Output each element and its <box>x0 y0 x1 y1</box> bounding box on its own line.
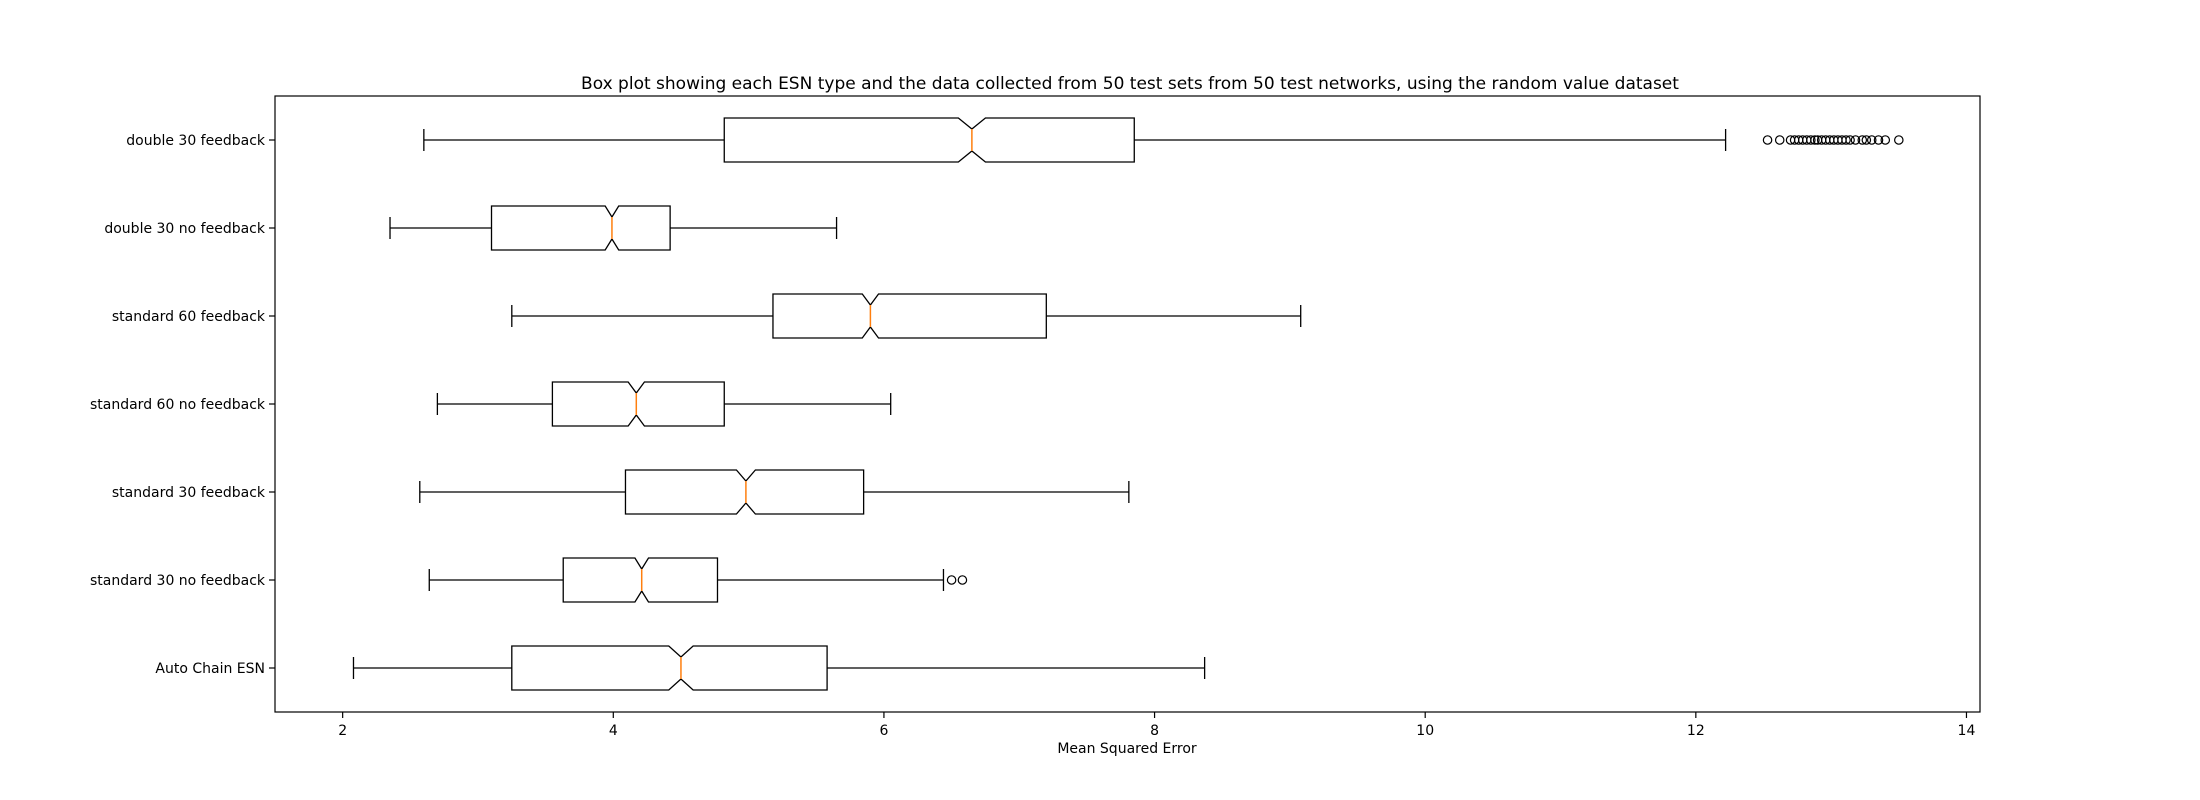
boxes-layer <box>352 117 1904 691</box>
outlier-point <box>1845 135 1855 145</box>
box-6 <box>352 645 1206 691</box>
box-1 <box>389 205 838 251</box>
y-axis: double 30 feedback double 30 no feedback s… <box>90 133 275 677</box>
y-tick-label: Auto Chain ESN <box>155 661 265 677</box>
outlier-point <box>1861 135 1872 145</box>
y-tick-label: standard 60 no feedback <box>90 397 266 413</box>
notched-box <box>562 557 719 603</box>
notched-box <box>490 205 671 251</box>
y-tick-label: double 30 no feedback <box>104 221 266 237</box>
notched-box <box>511 645 828 691</box>
chart-title: Box plot showing each ESN type and the d… <box>581 74 1679 94</box>
outlier-point <box>1810 135 1820 145</box>
x-axis: 2 4 6 8 10 12 14 <box>338 712 1975 739</box>
box-0 <box>423 117 1904 163</box>
outlier-point <box>1806 135 1816 145</box>
y-tick-label: standard 30 no feedback <box>90 573 266 589</box>
outlier-point <box>1850 135 1861 145</box>
notched-box <box>551 381 725 427</box>
notched-box <box>723 117 1135 163</box>
outlier-point <box>1866 135 1877 145</box>
y-tick-label: standard 30 feedback <box>112 485 266 501</box>
outlier-point <box>1841 135 1851 145</box>
outlier-point <box>1774 135 1785 145</box>
outlier-point <box>1857 135 1868 145</box>
outlier-point <box>1762 135 1773 145</box>
x-tick-label: 2 <box>338 723 347 739</box>
notched-box <box>624 469 865 515</box>
box-3 <box>436 381 892 427</box>
outlier-point <box>957 575 968 585</box>
box-5 <box>428 557 968 603</box>
outlier-point <box>1894 135 1904 145</box>
x-tick-label: 12 <box>1687 723 1705 739</box>
y-tick-label: standard 60 feedback <box>112 309 266 325</box>
x-axis-label: Mean Squared Error <box>1057 741 1197 757</box>
outlier-point <box>1873 135 1884 145</box>
x-tick-label: 4 <box>609 723 618 739</box>
x-tick-label: 6 <box>879 723 888 739</box>
outlier-point <box>1880 135 1891 145</box>
x-tick-label: 10 <box>1416 723 1434 739</box>
outlier-point <box>946 575 957 585</box>
notched-box <box>772 293 1047 339</box>
y-tick-label: double 30 feedback <box>126 133 266 149</box>
box-2 <box>511 293 1302 339</box>
x-tick-label: 8 <box>1150 723 1159 739</box>
x-tick-label: 14 <box>1958 723 1976 739</box>
box-4 <box>419 469 1130 515</box>
